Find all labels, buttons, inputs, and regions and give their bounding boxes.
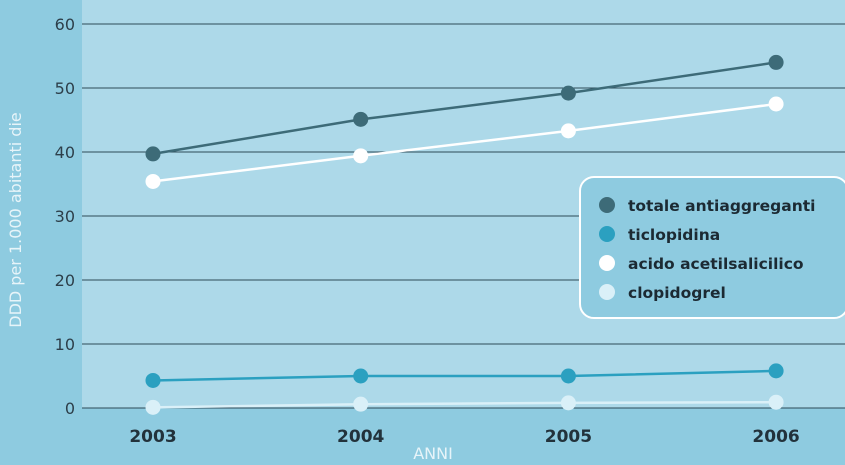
data-point-s1-2 <box>560 368 576 384</box>
x-tick-label: 2003 <box>129 427 176 447</box>
x-tick-labels: 2003 2004 2005 2006 <box>129 427 799 447</box>
legend-label-0: totale antiaggreganti <box>628 197 815 215</box>
legend-items: totale antiaggreganti ticlopidina acido ac… <box>599 197 815 302</box>
x-tick-label: 2004 <box>337 427 384 447</box>
legend-marker-1 <box>599 226 615 242</box>
legend-label-2: acido acetilsalicilico <box>628 255 804 273</box>
data-point-s0-2 <box>560 85 576 101</box>
y-tick-label: 20 <box>55 271 75 290</box>
legend-marker-3 <box>599 284 615 300</box>
legend: totale antiaggreganti ticlopidina acido ac… <box>579 176 845 319</box>
data-point-s3-0 <box>145 399 161 415</box>
data-point-s2-2 <box>560 123 576 139</box>
y-tick-label: 60 <box>55 15 75 34</box>
data-point-s1-3 <box>768 363 784 379</box>
legend-marker-0 <box>599 197 615 213</box>
y-tick-label: 30 <box>55 207 75 226</box>
x-tick-label: 2006 <box>752 427 799 447</box>
legend-label-1: ticlopidina <box>628 226 720 244</box>
series-line-0 <box>152 61 777 156</box>
x-tick-label: 2005 <box>545 427 592 447</box>
series-line-2 <box>152 102 777 183</box>
y-axis-title: DDD per 1.000 abitanti die <box>6 112 25 327</box>
series-points <box>145 54 784 415</box>
series-line-1 <box>152 369 777 382</box>
series-line-3 <box>152 400 777 409</box>
series-lines <box>152 61 777 409</box>
data-point-s2-0 <box>145 173 161 189</box>
data-point-s0-3 <box>768 54 784 70</box>
data-point-s0-0 <box>145 146 161 162</box>
data-point-s2-1 <box>353 148 369 164</box>
legend-label-3: clopidogrel <box>628 284 726 302</box>
y-tick-labels: 0 10 20 30 40 50 60 <box>55 15 75 418</box>
data-point-s3-2 <box>560 395 576 411</box>
data-point-s3-3 <box>768 394 784 410</box>
data-point-s3-1 <box>353 396 369 412</box>
gridlines <box>82 23 845 409</box>
legend-box <box>579 176 845 319</box>
data-point-s1-0 <box>145 372 161 388</box>
y-tick-label: 40 <box>55 143 75 162</box>
data-point-s0-1 <box>353 111 369 127</box>
y-tick-label: 50 <box>55 79 75 98</box>
y-tick-label: 0 <box>65 399 75 418</box>
x-axis-title: ANNI <box>413 444 453 463</box>
legend-marker-2 <box>599 255 615 271</box>
y-tick-label: 10 <box>55 335 75 354</box>
data-point-s1-1 <box>353 368 369 384</box>
data-point-s2-3 <box>768 96 784 112</box>
